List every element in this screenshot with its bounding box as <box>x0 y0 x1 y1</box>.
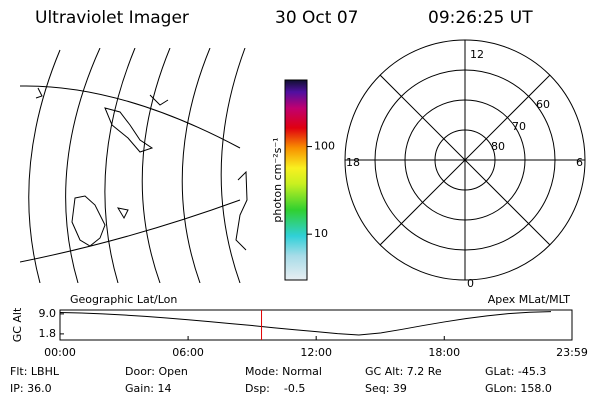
info-panel: Flt: LBHL Door: Open Mode: Normal GC Alt: 7… <box>10 365 552 395</box>
info-field: Seq: 39 <box>365 382 407 395</box>
info-field: Flt: LBHL <box>10 365 60 378</box>
date: 30 Oct 07 <box>275 8 358 28</box>
info-field: Gain: 14 <box>125 382 172 395</box>
mlt-label: 6 <box>576 156 583 169</box>
x-tick-label: 18:00 <box>428 346 460 359</box>
lat-label: 70 <box>512 120 526 133</box>
info-field: Door: Open <box>125 365 188 378</box>
lat-label: 80 <box>491 140 505 153</box>
y-label: GC Alt <box>11 307 24 342</box>
info-field: GC Alt: 7.2 Re <box>365 365 442 378</box>
colorbar-ticks: 10 100 <box>307 140 335 240</box>
colorbar-tick-label: 100 <box>314 140 335 153</box>
x-tick-label: 06:00 <box>172 346 204 359</box>
mlt-label: 18 <box>346 156 360 169</box>
right-label: Apex MLat/MLT <box>488 293 571 306</box>
mlt-label: 0 <box>467 277 474 290</box>
x-tick-label: 12:00 <box>300 346 332 359</box>
y-tick-label: 1.8 <box>39 327 57 340</box>
x-tick-label: 00:00 <box>44 346 76 359</box>
info-field: GLon: 158.0 <box>485 382 552 395</box>
colorbar <box>284 79 308 281</box>
y-tick-label: 9.0 <box>39 307 57 320</box>
map <box>20 48 248 283</box>
left-label: Geographic Lat/Lon <box>70 293 177 306</box>
altitude-curve <box>59 311 552 336</box>
mlt-label: 12 <box>470 48 484 61</box>
x-tick-label: 23:59 <box>556 346 588 359</box>
info-field: Mode: Normal <box>245 365 322 378</box>
time: 09:26:25 UT <box>428 8 533 28</box>
colorbar-label: photon cm⁻²s⁻¹ <box>271 137 284 222</box>
info-field: IP: 36.0 <box>10 382 52 395</box>
info-field: GLat: -45.3 <box>485 365 546 378</box>
title: Ultraviolet Imager <box>35 8 189 28</box>
lat-label: 60 <box>536 98 550 111</box>
info-field: Dsp: -0.5 <box>245 382 305 395</box>
colorbar-tick-label: 10 <box>314 227 328 240</box>
polar-grid <box>344 39 586 281</box>
